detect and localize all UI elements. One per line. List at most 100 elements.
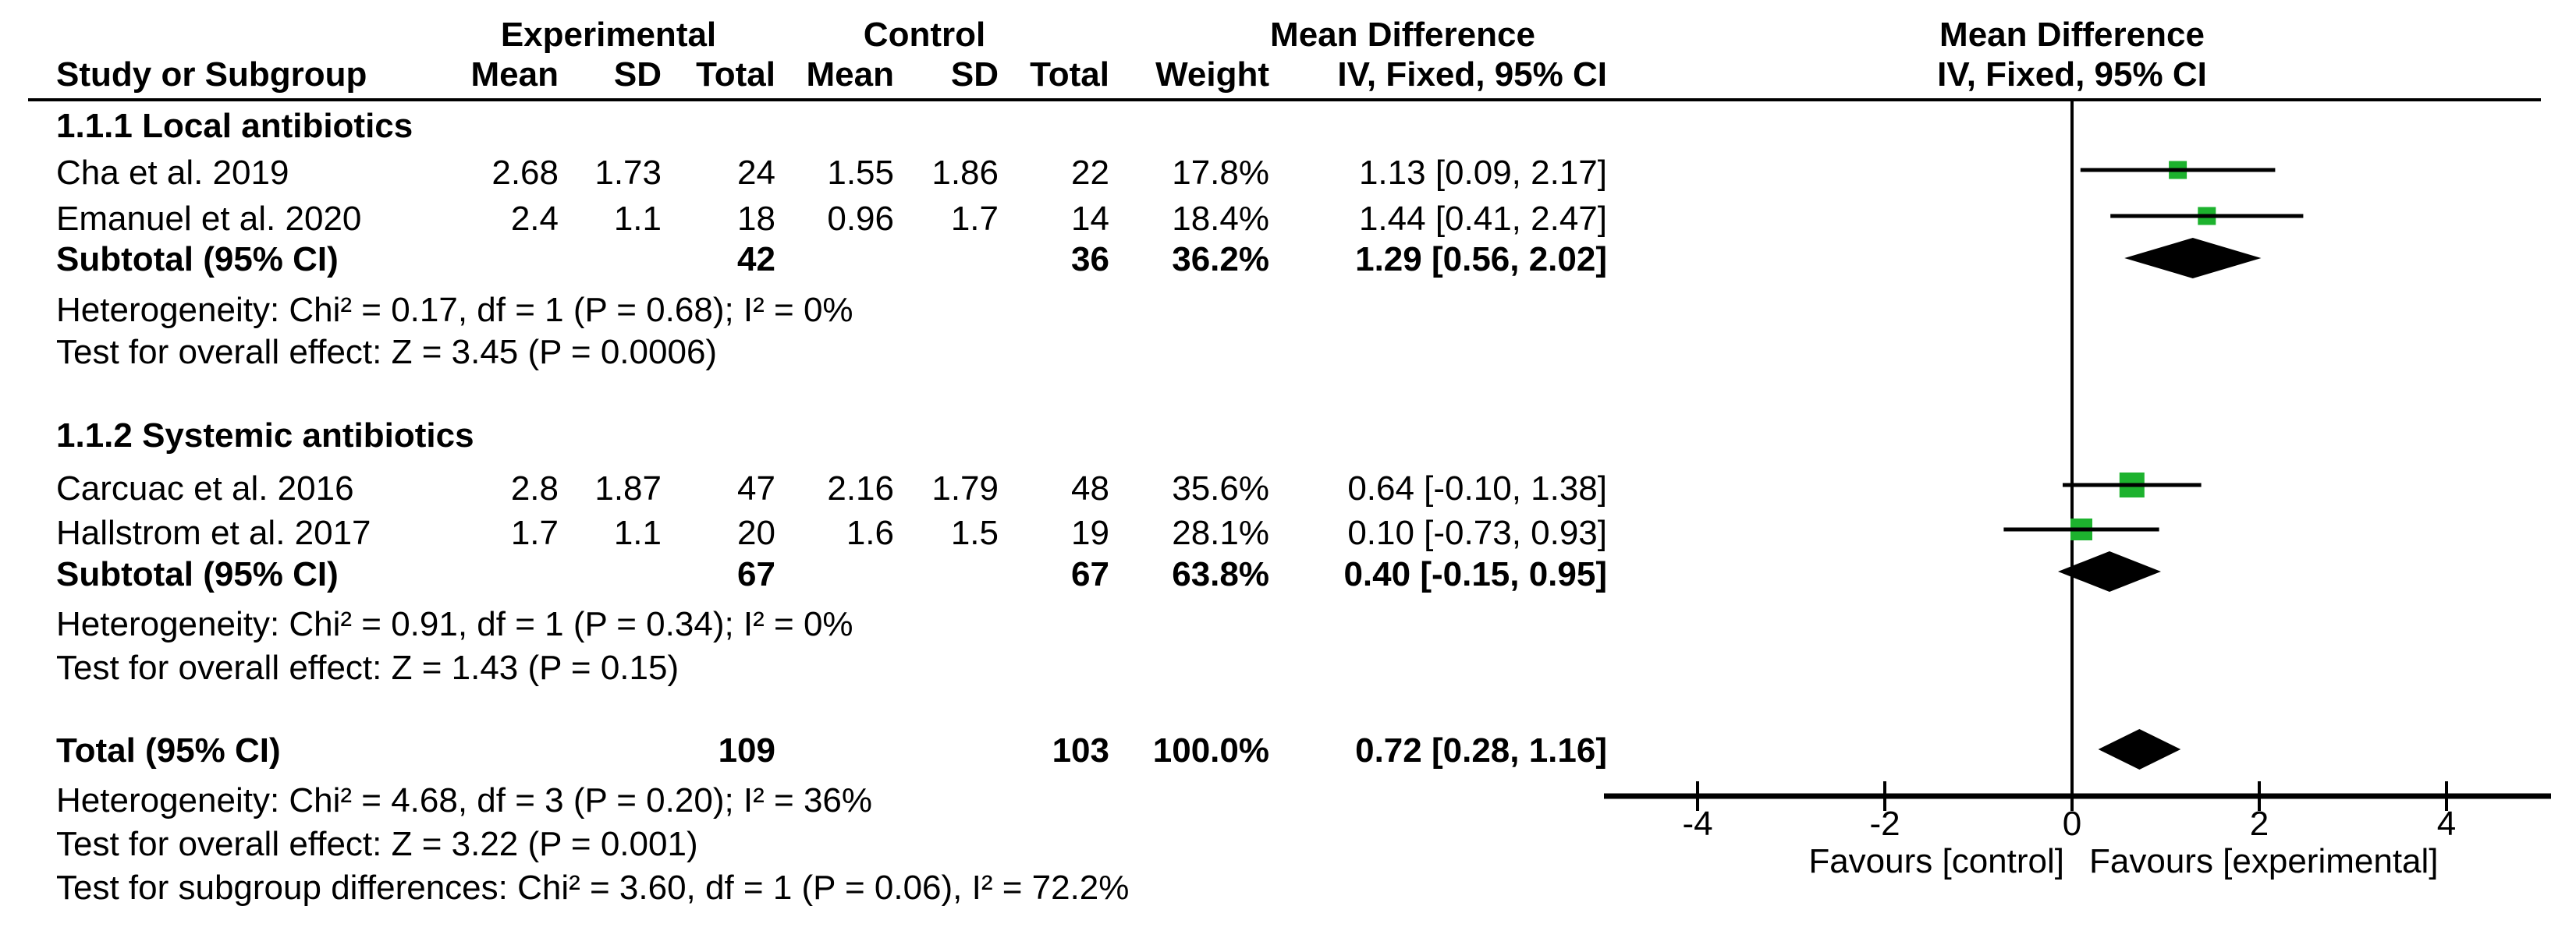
effect-header-plot: Mean Difference bbox=[1939, 16, 2205, 54]
header-rule bbox=[28, 98, 2541, 101]
weight-cell: 18.4% bbox=[1172, 200, 1269, 238]
mean-ctrl-cell: 1.55 bbox=[827, 154, 894, 192]
overall-effect-2-text: Test for overall effect: Z = 1.43 (P = 0… bbox=[56, 649, 679, 687]
subgroup-differences-row: Test for subgroup differences: Chi² = 3.… bbox=[0, 866, 2576, 910]
sd-exp-cell: 1.73 bbox=[594, 154, 662, 192]
heterogeneity-2-text: Heterogeneity: Chi² = 0.91, df = 1 (P = … bbox=[56, 605, 853, 643]
subgroup-1-title: 1.1.1 Local antibiotics bbox=[56, 107, 413, 145]
weight-cell: 17.8% bbox=[1172, 154, 1269, 192]
col-header-study: Study or Subgroup bbox=[56, 55, 367, 94]
axis-tick-label: 2 bbox=[2249, 805, 2269, 843]
ci-cell: 1.13 [0.09, 2.17] bbox=[1358, 154, 1607, 192]
mean-ctrl-cell: 1.6 bbox=[846, 514, 894, 552]
weight-cell: 36.2% bbox=[1172, 240, 1269, 278]
overall-effect-1-text: Test for overall effect: Z = 3.45 (P = 0… bbox=[56, 333, 718, 371]
group-header-control: Control bbox=[863, 16, 986, 54]
sd-ctrl-cell: 1.86 bbox=[931, 154, 999, 192]
sd-ctrl-cell: 1.79 bbox=[931, 469, 999, 508]
sd-exp-cell: 1.87 bbox=[594, 469, 662, 508]
study-name: Cha et al. 2019 bbox=[56, 154, 289, 192]
mean-ctrl-cell: 0.96 bbox=[827, 200, 894, 238]
col-header-sd-exp: SD bbox=[613, 55, 662, 94]
axis-tick-label: -4 bbox=[1682, 805, 1713, 843]
group-header-row: Experimental Control Mean Difference Mea… bbox=[0, 13, 2576, 57]
overall-effect-1-row: Test for overall effect: Z = 3.45 (P = 0… bbox=[0, 331, 2576, 374]
mean-exp-cell: 2.4 bbox=[510, 200, 559, 238]
total-ctrl-cell: 103 bbox=[1052, 731, 1109, 770]
overall-effect-2-row: Test for overall effect: Z = 1.43 (P = 0… bbox=[0, 646, 2576, 690]
total-exp-cell: 42 bbox=[737, 240, 775, 278]
sd-ctrl-cell: 1.7 bbox=[950, 200, 999, 238]
total-ctrl-cell: 22 bbox=[1071, 154, 1109, 192]
ci-cell: 0.72 [0.28, 1.16] bbox=[1355, 731, 1607, 770]
effect-header-table: Mean Difference bbox=[1270, 16, 1535, 54]
heterogeneity-1-text: Heterogeneity: Chi² = 0.17, df = 1 (P = … bbox=[56, 291, 853, 329]
weight-cell: 100.0% bbox=[1152, 731, 1269, 770]
mean-ctrl-cell: 2.16 bbox=[827, 469, 894, 508]
table-row-emanuel: Emanuel et al. 2020 2.4 1.1 18 0.96 1.7 … bbox=[0, 197, 2576, 241]
col-header-mean-exp: Mean bbox=[470, 55, 559, 94]
col-header-ci: IV, Fixed, 95% CI bbox=[1337, 55, 1607, 94]
total-exp-cell: 18 bbox=[737, 200, 775, 238]
ci-cell: 0.40 [-0.15, 0.95] bbox=[1343, 555, 1607, 593]
ci-cell: 1.44 [0.41, 2.47] bbox=[1358, 200, 1607, 238]
overall-effect-total-text: Test for overall effect: Z = 3.22 (P = 0… bbox=[56, 825, 698, 863]
subtotal-2-row: Subtotal (95% CI) 67 67 63.8% 0.40 [-0.1… bbox=[0, 553, 2576, 596]
col-header-total-ctrl: Total bbox=[1030, 55, 1109, 94]
sd-exp-cell: 1.1 bbox=[613, 200, 662, 238]
mean-exp-cell: 1.7 bbox=[510, 514, 559, 552]
ci-cell: 0.10 [-0.73, 0.93] bbox=[1347, 514, 1607, 552]
col-header-sd-ctrl: SD bbox=[950, 55, 999, 94]
total-label: Total (95% CI) bbox=[56, 731, 281, 770]
subgroup-1-title-row: 1.1.1 Local antibiotics bbox=[0, 104, 2576, 148]
column-header-row: Study or Subgroup Mean SD Total Mean SD … bbox=[0, 53, 2576, 97]
total-exp-cell: 47 bbox=[737, 469, 775, 508]
subtotal-label: Subtotal (95% CI) bbox=[56, 555, 339, 593]
heterogeneity-total-text: Heterogeneity: Chi² = 4.68, df = 3 (P = … bbox=[56, 781, 873, 819]
total-ctrl-cell: 19 bbox=[1071, 514, 1109, 552]
subtotal-1-row: Subtotal (95% CI) 42 36 36.2% 1.29 [0.56… bbox=[0, 238, 2576, 281]
total-exp-cell: 24 bbox=[737, 154, 775, 192]
col-header-ci-plot: IV, Fixed, 95% CI bbox=[1937, 55, 2207, 94]
favours-control-label: Favours [control] bbox=[1808, 842, 2064, 880]
weight-cell: 28.1% bbox=[1172, 514, 1269, 552]
weight-cell: 63.8% bbox=[1172, 555, 1269, 593]
axis-tick-label: 4 bbox=[2436, 805, 2457, 843]
total-exp-cell: 20 bbox=[737, 514, 775, 552]
favours-experimental-label: Favours [experimental] bbox=[2089, 842, 2439, 880]
study-name: Hallstrom et al. 2017 bbox=[56, 514, 371, 552]
axis-tick-label: 0 bbox=[2062, 805, 2082, 843]
total-ctrl-cell: 48 bbox=[1071, 469, 1109, 508]
col-header-weight: Weight bbox=[1155, 55, 1269, 94]
subgroup-2-title-row: 1.1.2 Systemic antibiotics bbox=[0, 414, 2576, 458]
table-row-cha: Cha et al. 2019 2.68 1.73 24 1.55 1.86 2… bbox=[0, 151, 2576, 195]
table-row-hallstrom: Hallstrom et al. 2017 1.7 1.1 20 1.6 1.5… bbox=[0, 512, 2576, 555]
col-header-total-exp: Total bbox=[696, 55, 775, 94]
ci-cell: 1.29 [0.56, 2.02] bbox=[1355, 240, 1607, 278]
subgroup-2-title: 1.1.2 Systemic antibiotics bbox=[56, 416, 474, 455]
heterogeneity-total-row: Heterogeneity: Chi² = 4.68, df = 3 (P = … bbox=[0, 779, 2576, 823]
total-ctrl-cell: 36 bbox=[1071, 240, 1109, 278]
axis-tick-label: -2 bbox=[1869, 805, 1900, 843]
sd-exp-cell: 1.1 bbox=[613, 514, 662, 552]
mean-exp-cell: 2.8 bbox=[510, 469, 559, 508]
group-header-experimental: Experimental bbox=[500, 16, 717, 54]
col-header-mean-ctrl: Mean bbox=[806, 55, 894, 94]
ci-cell: 0.64 [-0.10, 1.38] bbox=[1347, 469, 1607, 508]
total-ctrl-cell: 14 bbox=[1071, 200, 1109, 238]
sd-ctrl-cell: 1.5 bbox=[950, 514, 999, 552]
subgroup-differences-text: Test for subgroup differences: Chi² = 3.… bbox=[56, 869, 1130, 907]
overall-effect-total-row: Test for overall effect: Z = 3.22 (P = 0… bbox=[0, 823, 2576, 866]
study-name: Carcuac et al. 2016 bbox=[56, 469, 354, 508]
study-name: Emanuel et al. 2020 bbox=[56, 200, 362, 238]
total-exp-cell: 67 bbox=[737, 555, 775, 593]
total-exp-cell: 109 bbox=[718, 731, 775, 770]
total-row: Total (95% CI) 109 103 100.0% 0.72 [0.28… bbox=[0, 729, 2576, 773]
mean-exp-cell: 2.68 bbox=[491, 154, 559, 192]
heterogeneity-1-row: Heterogeneity: Chi² = 0.17, df = 1 (P = … bbox=[0, 289, 2576, 332]
subtotal-label: Subtotal (95% CI) bbox=[56, 240, 339, 278]
table-row-carcuac: Carcuac et al. 2016 2.8 1.87 47 2.16 1.7… bbox=[0, 467, 2576, 511]
heterogeneity-2-row: Heterogeneity: Chi² = 0.91, df = 1 (P = … bbox=[0, 603, 2576, 646]
weight-cell: 35.6% bbox=[1172, 469, 1269, 508]
